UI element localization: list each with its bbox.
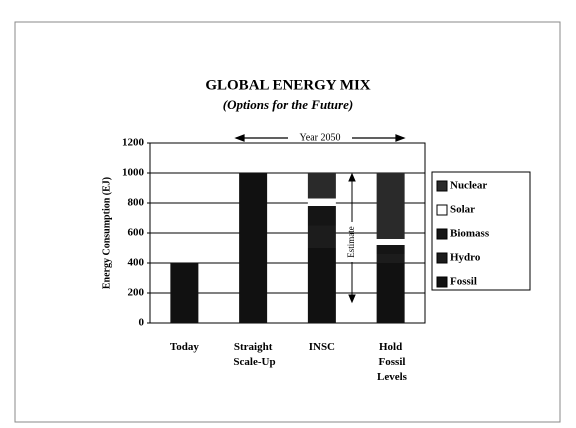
legend-swatch (436, 204, 448, 216)
bar-segment (376, 254, 405, 263)
chart-title: GLOBAL ENERGY MIX (205, 77, 370, 93)
slide-border (14, 21, 561, 423)
x-tick-label: Today (170, 341, 199, 353)
y-tick-label: 800 (128, 197, 145, 209)
x-tick-label: Hold Fossil Levels (374, 341, 407, 383)
legend-label: Biomass (450, 228, 490, 240)
legend-swatch (436, 228, 448, 240)
bar-segment (239, 173, 268, 323)
legend-swatch (436, 276, 448, 288)
legend-swatch (436, 180, 448, 192)
y-tick-label: 400 (128, 257, 145, 269)
legend-label: Solar (450, 204, 475, 216)
legend-label: Nuclear (450, 180, 487, 192)
y-tick-label: 600 (128, 227, 145, 239)
y-tick-label: 200 (128, 287, 145, 299)
bar-segment (307, 225, 336, 248)
year-annotation: Year 2050 (300, 132, 341, 143)
chart-subtitle: (Options for the Future) (223, 97, 353, 112)
bar-segment (307, 198, 336, 206)
y-axis-label: Energy Consumption (EJ) (101, 177, 112, 289)
bar-segment (307, 173, 336, 199)
y-tick-label: 1200 (122, 137, 145, 149)
y-tick-label: 0 (139, 317, 145, 329)
bar-segment (376, 245, 405, 254)
y-tick-label: 1000 (122, 167, 145, 179)
bar-segment (376, 173, 405, 239)
legend-label: Fossil (450, 276, 477, 288)
bar-segment (170, 263, 199, 323)
legend-label: Hydro (450, 252, 481, 264)
bar-segment (307, 248, 336, 323)
bar-segment (376, 239, 405, 245)
estimate-arrow (348, 172, 356, 304)
year-arrow (234, 134, 406, 142)
legend-swatch (436, 252, 448, 264)
x-tick-label: Straight Scale-Up (231, 341, 276, 368)
estimate-annotation: Estimate (346, 226, 356, 258)
legend-box (431, 171, 531, 291)
bar-segment (307, 206, 336, 226)
bar-segment (376, 263, 405, 323)
x-tick-label: INSC (309, 341, 335, 353)
